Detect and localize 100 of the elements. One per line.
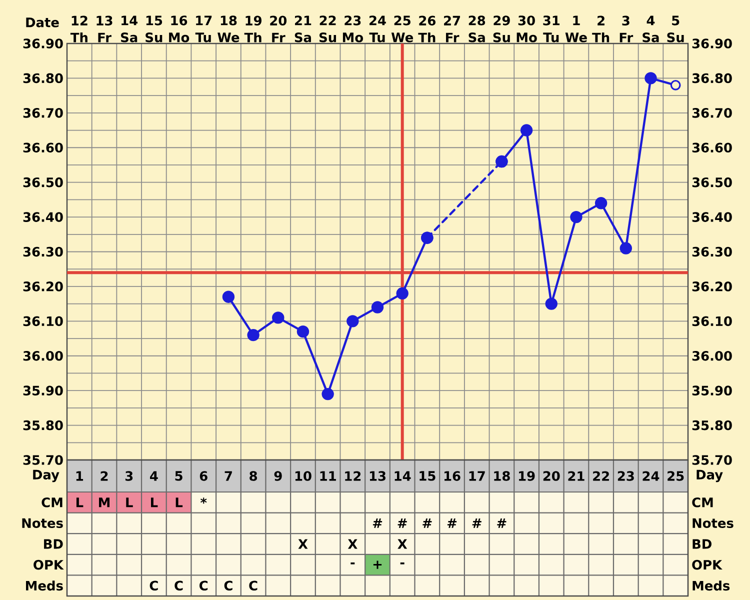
x-tick-label: 24 Tu xyxy=(369,16,386,42)
x-tick-label: 20 xyxy=(543,471,560,481)
y-tick-label: 36.30 xyxy=(23,246,63,257)
x-tick-label: 17 Tu xyxy=(195,16,212,42)
y-tick-label: 36.80 xyxy=(23,73,63,84)
y-tick-label: 36.10 xyxy=(23,316,63,326)
x-tick-label: 19 Th xyxy=(244,16,262,42)
x-tick-label: 12 Th xyxy=(70,16,88,42)
y2-tick-label: OPK xyxy=(692,560,722,570)
x-tick-label: 2 Th xyxy=(592,16,610,42)
y2-tick-label: 36.10 xyxy=(692,316,732,326)
x-tick-label: 2 xyxy=(100,471,108,481)
text: - xyxy=(400,562,404,564)
x-tick-label: 12 xyxy=(345,471,361,481)
text: M xyxy=(99,498,110,508)
y-tick-label: Meds xyxy=(26,580,63,591)
x-tick-label: 4 Sa xyxy=(642,16,659,42)
x-tick-label: 9 xyxy=(274,471,282,481)
y2-tick-label: 36.70 xyxy=(692,108,732,118)
x-tick-label: 23 xyxy=(618,471,634,481)
x-tick-label: 4 xyxy=(150,471,158,481)
y-tick-label: CM xyxy=(42,498,62,508)
y2-tick-label: 36.60 xyxy=(692,142,732,153)
x-tick-label: 25 We xyxy=(391,16,414,42)
x-tick-label: 20 Fr xyxy=(270,16,287,42)
text: Day xyxy=(696,470,723,482)
text: C xyxy=(150,580,158,590)
x-tick-label: 1 We xyxy=(565,16,587,42)
text: L xyxy=(151,498,158,508)
text: L xyxy=(126,498,133,508)
x-axis-title: Date xyxy=(26,18,59,28)
x-tick-label: 11 xyxy=(320,471,336,481)
text: X xyxy=(398,539,408,549)
x-tick-label: 16 xyxy=(444,471,460,481)
x-tick-label: 1 xyxy=(76,471,84,481)
x-tick-label: 23 Mo xyxy=(342,16,363,42)
x-tick-label: 17 xyxy=(469,471,485,481)
x-tick-label: 21 xyxy=(568,471,584,481)
text: + xyxy=(373,560,382,569)
y2-tick-label: 36.00 xyxy=(692,350,732,361)
y2-tick-label: Meds xyxy=(692,580,730,591)
x-tick-label: 31 Tu xyxy=(543,16,560,42)
y-tick-label: 35.90 xyxy=(23,386,63,396)
text: C xyxy=(224,580,232,590)
text: * xyxy=(200,498,207,504)
text: L xyxy=(76,498,84,508)
x-tick-label: 5 Su xyxy=(667,16,684,42)
text: X xyxy=(348,539,358,549)
x-tick-label: 6 xyxy=(200,471,208,481)
x-tick-label: 5 xyxy=(175,471,182,481)
y-tick-label: 35.80 xyxy=(23,420,63,430)
y-tick-label: 36.50 xyxy=(23,177,63,188)
x-tick-label: 27 Fr xyxy=(444,16,460,42)
x-tick-label: 13 Fr xyxy=(96,16,112,42)
y2-tick-label: 36.40 xyxy=(692,212,732,222)
x-tick-label: 21 Sa xyxy=(294,16,312,42)
y2-tick-label: 36.30 xyxy=(692,246,732,257)
y-tick-label: BD xyxy=(44,539,63,549)
x-tick-label: 15 Su xyxy=(146,16,162,42)
x-axis-title: Day xyxy=(33,470,60,482)
x-tick-label: 30 Mo xyxy=(516,16,537,42)
x-tick-label: 14 xyxy=(394,471,411,481)
x-tick-label: 8 xyxy=(250,471,257,481)
y2-tick-label: 35.70 xyxy=(692,455,732,465)
y-tick-label: 35.70 xyxy=(23,455,63,465)
x-tick-label: 15 xyxy=(420,471,436,481)
y-tick-label: 36.40 xyxy=(23,212,63,222)
x-tick-label: 14 Sa xyxy=(121,16,138,42)
y2-tick-label: BD xyxy=(692,539,712,549)
text: # xyxy=(398,518,407,528)
x-tick-label: 19 xyxy=(519,471,535,481)
x-tick-label: 26 Th xyxy=(418,16,436,42)
y2-tick-label: Notes xyxy=(692,518,734,528)
x-tick-label: 25 xyxy=(668,471,684,481)
x-tick-label: 18 We xyxy=(218,16,240,42)
text: C xyxy=(200,580,208,590)
text: # xyxy=(472,518,482,528)
x-tick-label: 28 Sa xyxy=(468,16,486,42)
y2-tick-label: 35.90 xyxy=(692,386,732,396)
y-tick-label: Notes xyxy=(22,518,63,528)
y2-tick-label: 36.90 xyxy=(692,38,732,48)
y2-tick-label: 36.50 xyxy=(692,177,732,188)
y-tick-label: 36.00 xyxy=(23,350,63,361)
y2-tick-label: 36.80 xyxy=(692,73,732,84)
text: X xyxy=(298,539,308,549)
text: # xyxy=(372,518,382,528)
text: - xyxy=(350,562,355,564)
x-tick-label: 18 xyxy=(494,471,510,481)
text: C xyxy=(174,580,183,590)
text: C xyxy=(249,580,258,590)
text: # xyxy=(447,518,457,528)
y2-tick-label: 36.20 xyxy=(692,282,732,292)
text: # xyxy=(422,518,432,528)
x-tick-label: 10 xyxy=(295,471,312,481)
x-tick-label: 22 xyxy=(593,471,609,481)
y-tick-label: 36.60 xyxy=(23,142,63,153)
y-tick-label: 36.70 xyxy=(23,108,63,118)
y-tick-label: 36.90 xyxy=(23,38,63,48)
x-tick-label: 24 xyxy=(642,471,660,481)
text: L xyxy=(176,498,183,508)
